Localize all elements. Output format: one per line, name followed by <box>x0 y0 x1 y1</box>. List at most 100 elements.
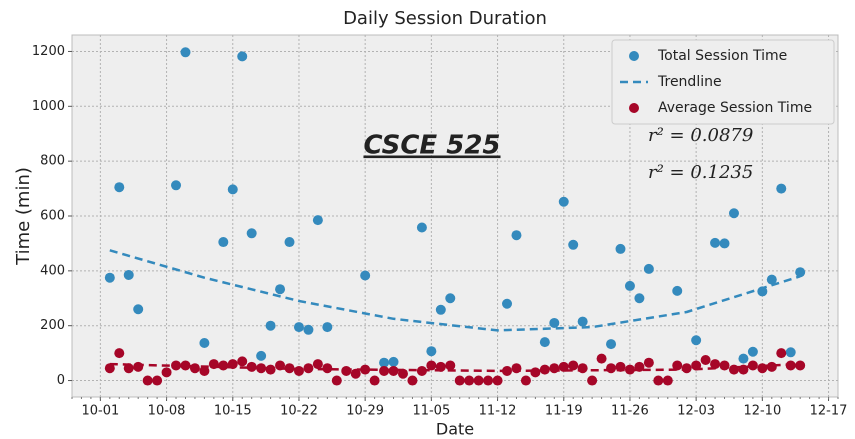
point <box>577 363 588 374</box>
point <box>246 361 257 372</box>
point <box>293 322 304 333</box>
point <box>303 324 314 335</box>
point <box>700 354 711 365</box>
point <box>785 347 796 358</box>
point <box>747 346 758 357</box>
point <box>766 274 777 285</box>
annotation: r² = 0.0879 <box>648 125 753 146</box>
point <box>218 360 229 371</box>
x-tick-label: 11-12 <box>479 404 517 419</box>
point <box>502 298 513 309</box>
legend-marker <box>629 51 639 61</box>
legend-label: Total Session Time <box>657 48 787 64</box>
y-tick-label: 1000 <box>32 99 65 114</box>
point <box>445 293 456 304</box>
point <box>691 335 702 346</box>
point <box>587 375 598 386</box>
marks <box>104 47 806 386</box>
point <box>795 360 806 371</box>
x-tick-label: 12-10 <box>743 404 781 419</box>
y-tick-label: 400 <box>40 263 65 278</box>
point <box>549 317 560 328</box>
point <box>388 356 399 367</box>
x-tick-label: 11-26 <box>611 404 649 419</box>
point <box>766 361 777 372</box>
point <box>265 364 276 375</box>
legend-label: Trendline <box>657 74 722 90</box>
point <box>483 375 494 386</box>
point <box>634 293 645 304</box>
point <box>350 368 361 379</box>
x-tick-label: 10-29 <box>346 404 384 419</box>
legend-label: Average Session Time <box>658 100 812 116</box>
point <box>710 237 721 248</box>
point <box>133 361 144 372</box>
point <box>568 239 579 250</box>
legend-box <box>611 39 835 125</box>
point <box>284 237 295 248</box>
y-tick-label: 800 <box>40 154 65 169</box>
point <box>606 339 617 350</box>
point <box>728 208 739 219</box>
point <box>615 243 626 254</box>
point <box>606 363 617 374</box>
point <box>246 228 257 239</box>
point <box>369 375 380 386</box>
y-axis-label: Time (min) <box>13 167 34 266</box>
point <box>114 348 125 359</box>
point <box>104 272 115 283</box>
point <box>719 238 730 249</box>
point <box>426 346 437 357</box>
annotation: CSCE 525 <box>363 131 500 161</box>
point <box>530 367 541 378</box>
point <box>776 348 787 359</box>
x-tick-label: 10-15 <box>214 404 252 419</box>
point <box>653 375 664 386</box>
point <box>312 359 323 370</box>
legend: Total Session Time Trendline Average Sessi… <box>611 39 835 125</box>
point <box>407 375 418 386</box>
point <box>237 356 248 367</box>
point <box>520 375 531 386</box>
x-tick-label: 10-08 <box>148 404 186 419</box>
point <box>275 284 286 295</box>
point <box>379 357 390 368</box>
y-tick-label: 0 <box>57 373 65 388</box>
point <box>672 285 683 296</box>
point <box>256 350 267 361</box>
point <box>293 365 304 376</box>
point <box>360 364 371 375</box>
point <box>133 304 144 315</box>
point <box>539 337 550 348</box>
point <box>473 375 484 386</box>
point <box>426 360 437 371</box>
point <box>681 363 692 374</box>
point <box>322 322 333 333</box>
point <box>388 365 399 376</box>
point <box>738 353 749 364</box>
point <box>199 337 210 348</box>
trendline <box>109 249 801 332</box>
point <box>180 47 191 58</box>
y-tick-label: 200 <box>40 318 65 333</box>
y-tick-label: 600 <box>40 209 65 224</box>
point <box>464 375 475 386</box>
point <box>256 363 267 374</box>
point <box>795 267 806 278</box>
point <box>123 269 134 280</box>
point <box>776 183 787 194</box>
x-tick-label: 12-17 <box>810 404 848 419</box>
point <box>161 367 172 378</box>
point <box>624 280 635 291</box>
point <box>218 237 229 248</box>
y-tick-label: 1200 <box>32 44 65 59</box>
point <box>171 180 182 191</box>
point <box>558 196 569 207</box>
x-axis-label: Date <box>436 420 474 439</box>
point <box>142 375 153 386</box>
point <box>416 222 427 233</box>
chart-title: Daily Session Duration <box>343 8 547 29</box>
x-tick-label: 11-19 <box>545 404 583 419</box>
legend-marker <box>629 103 639 113</box>
point <box>454 375 465 386</box>
